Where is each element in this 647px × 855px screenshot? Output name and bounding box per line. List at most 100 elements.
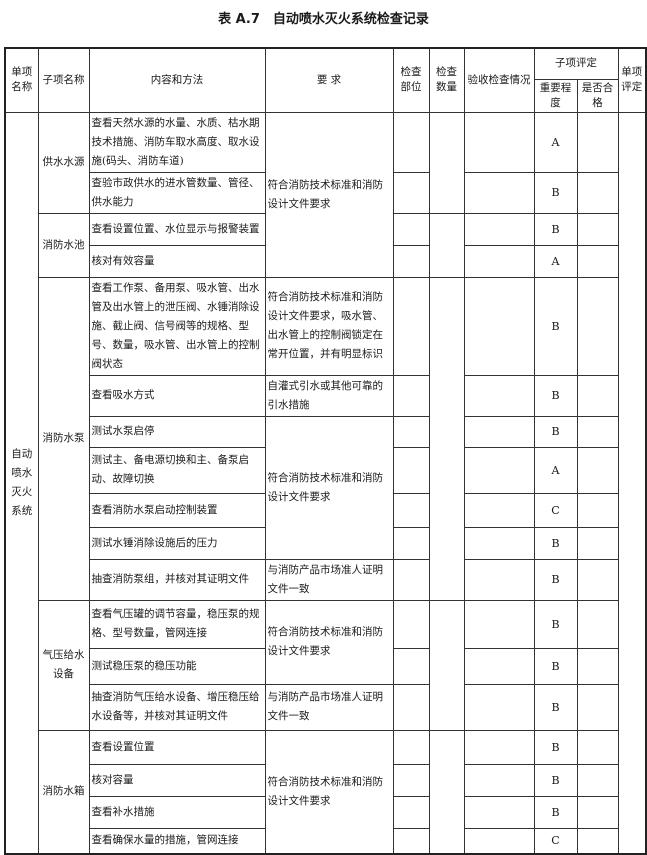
acceptance-cell[interactable]: [463, 276, 535, 376]
content-cell: 查看消防水泵启动控制装置: [88, 492, 266, 528]
requirement-cell: 符合消防技术标准和消防设计文件要求: [264, 599, 394, 685]
importance-cell: B: [533, 763, 578, 797]
content-cell: 查看天然水源的水量、水质、枯水期技术措施、消防车取水高度、取水设施(码头、消防车…: [88, 111, 266, 173]
requirement-cell: 符合消防技术标准和消防设计文件要求: [264, 111, 394, 278]
check-count-cell[interactable]: [428, 599, 465, 731]
qualified-cell[interactable]: [576, 763, 619, 797]
requirement-cell: 符合消防技术标准和消防设计文件要求，吸水管、出水管上的控制阀锁定在常开位置，并有…: [264, 276, 394, 376]
acceptance-cell[interactable]: [463, 599, 535, 649]
qualified-cell[interactable]: [576, 492, 619, 528]
acceptance-cell[interactable]: [463, 374, 535, 417]
check-location-cell[interactable]: [392, 795, 430, 829]
qualified-cell[interactable]: [576, 647, 619, 685]
check-location-cell[interactable]: [392, 683, 430, 731]
check-location-cell[interactable]: [392, 558, 430, 601]
acceptance-cell[interactable]: [463, 729, 535, 765]
acceptance-cell[interactable]: [463, 526, 535, 560]
check-location-cell[interactable]: [392, 212, 430, 246]
header-unit-eval: 单项评定: [617, 47, 647, 113]
check-location-cell[interactable]: [392, 446, 430, 494]
acceptance-cell[interactable]: [463, 647, 535, 685]
check-count-cell[interactable]: [428, 111, 465, 214]
acceptance-cell[interactable]: [463, 492, 535, 528]
qualified-cell[interactable]: [576, 683, 619, 731]
check-location-cell[interactable]: [392, 492, 430, 528]
header-sub-name: 子项名称: [37, 47, 90, 113]
content-cell: 查验市政供水的进水管数量、管径、供水能力: [88, 171, 266, 214]
check-location-cell[interactable]: [392, 647, 430, 685]
qualified-cell[interactable]: [576, 212, 619, 246]
qualified-cell[interactable]: [576, 111, 619, 173]
content-cell: 查看确保水量的措施，管网连接: [88, 827, 266, 855]
table-row: 气压给水设备 查看气压罐的调节容量，稳压泵的规格、型号数量，管网连接 符合消防技术标…: [5, 599, 646, 731]
table-row: 消防水泵 查看工作泵、备用泵、吸水管、出水管及出水管上的泄压阀、水锤消除设施、截止…: [5, 276, 646, 601]
content-cell: 查看补水措施: [88, 795, 266, 829]
qualified-cell[interactable]: [576, 374, 619, 417]
acceptance-cell[interactable]: [463, 795, 535, 829]
acceptance-cell[interactable]: [463, 415, 535, 448]
check-location-cell[interactable]: [392, 599, 430, 649]
importance-cell: B: [533, 374, 578, 417]
acceptance-cell[interactable]: [463, 111, 535, 173]
check-count-cell[interactable]: [428, 276, 465, 601]
page-title: 表 A.7 自动喷水灭火系统检查记录: [218, 12, 429, 27]
importance-cell: A: [533, 244, 578, 278]
requirement-cell: 符合消防技术标准和消防设计文件要求: [264, 415, 394, 560]
check-location-cell[interactable]: [392, 276, 430, 376]
header-qualified: 是否合格: [576, 78, 619, 113]
unit-eval-cell[interactable]: [617, 111, 647, 855]
qualified-cell[interactable]: [576, 244, 619, 278]
importance-cell: C: [533, 827, 578, 855]
qualified-cell[interactable]: [576, 446, 619, 494]
qualified-cell[interactable]: [576, 171, 619, 214]
qualified-cell[interactable]: [576, 526, 619, 560]
acceptance-cell[interactable]: [463, 212, 535, 246]
importance-cell: B: [533, 647, 578, 685]
check-location-cell[interactable]: [392, 729, 430, 765]
check-count-cell[interactable]: [428, 729, 465, 855]
qualified-cell[interactable]: [576, 599, 619, 649]
check-count-cell[interactable]: [428, 212, 465, 278]
header-acceptance: 验收检查情况: [463, 47, 535, 113]
acceptance-cell[interactable]: [463, 763, 535, 797]
qualified-cell[interactable]: [576, 795, 619, 829]
table-row: 测试主、备电源切换和主、备泵启动、故障切换 A: [5, 446, 646, 494]
qualified-cell[interactable]: [576, 827, 619, 855]
acceptance-cell[interactable]: [463, 244, 535, 278]
inspection-table: 单项名称 子项名称 内容和方法 要 求 检查部位 检查数量 验收检查情况 子项评…: [4, 47, 647, 855]
qualified-cell[interactable]: [576, 415, 619, 448]
table-row: 测试水泵启停 符合消防技术标准和消防设计文件要求 B: [5, 415, 646, 560]
check-location-cell[interactable]: [392, 827, 430, 855]
check-location-cell[interactable]: [392, 415, 430, 448]
importance-cell: B: [533, 795, 578, 829]
content-cell: 查看设置位置: [88, 729, 266, 765]
check-location-cell[interactable]: [392, 526, 430, 560]
header-importance: 重要程度: [533, 78, 578, 113]
header-sub-eval: 子项评定: [533, 47, 619, 80]
qualified-cell[interactable]: [576, 729, 619, 765]
importance-cell: A: [533, 111, 578, 173]
unit-name-cell: 自动喷水灭火系统: [4, 111, 39, 855]
table-row: 消防水箱 查看设置位置 符合消防技术标准和消防设计文件要求 B: [5, 729, 646, 855]
sub-name-cell: 消防水池: [37, 212, 90, 278]
requirement-cell: 与消防产品市场准人证明文件一致: [264, 558, 394, 601]
content-cell: 测试稳压泵的稳压功能: [88, 647, 266, 685]
qualified-cell[interactable]: [576, 276, 619, 376]
header-requirement: 要 求: [264, 47, 394, 113]
check-location-cell[interactable]: [392, 374, 430, 417]
table-row: 抽查消防气压给水设备、增压稳压给水设备等，并核对其证明文件 与消防产品市场准人证明…: [5, 683, 646, 731]
content-cell: 测试水锤消除设施后的压力: [88, 526, 266, 560]
check-location-cell[interactable]: [392, 763, 430, 797]
acceptance-cell[interactable]: [463, 827, 535, 855]
check-location-cell[interactable]: [392, 244, 430, 278]
qualified-cell[interactable]: [576, 558, 619, 601]
check-location-cell[interactable]: [392, 171, 430, 214]
header-check-location: 检查部位: [392, 47, 430, 113]
importance-cell: B: [533, 212, 578, 246]
acceptance-cell[interactable]: [463, 446, 535, 494]
acceptance-cell[interactable]: [463, 683, 535, 731]
acceptance-cell[interactable]: [463, 171, 535, 214]
acceptance-cell[interactable]: [463, 558, 535, 601]
importance-cell: B: [533, 171, 578, 214]
check-location-cell[interactable]: [392, 111, 430, 173]
